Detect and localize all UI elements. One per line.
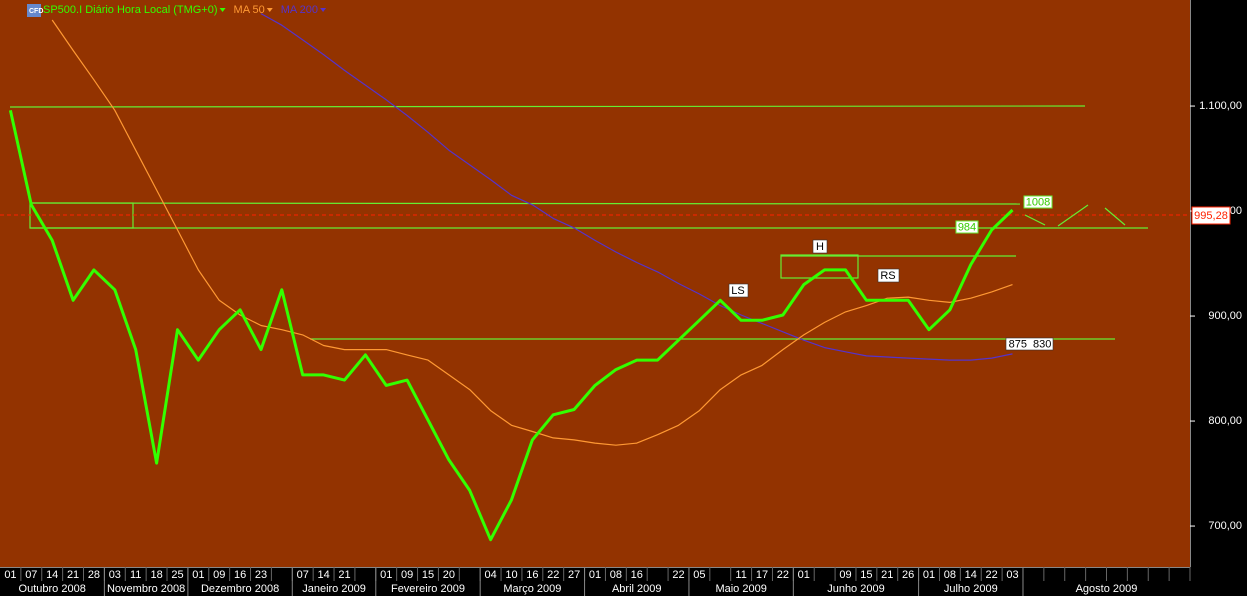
x-tick-label: 01 [192, 569, 204, 581]
x-tick-label: 16 [526, 569, 538, 581]
annotation-box [877, 268, 900, 283]
projection [1104, 207, 1126, 226]
x-tick-label: 17 [756, 569, 768, 581]
x-tick-label: 14 [46, 569, 58, 581]
annotation-box [1005, 337, 1054, 351]
legend-label: SP500.I Diário Hora Local (TMG+0) [43, 4, 218, 16]
y-tick-label: 900,00 [1208, 310, 1242, 322]
x-tick-label: 07 [25, 569, 37, 581]
x-tick-label: 18 [150, 569, 162, 581]
x-tick-label: 25 [171, 569, 183, 581]
month-label: Novembro 2008 [107, 583, 185, 595]
cfd-icon-text: CFD [29, 8, 43, 15]
annotation: LS [731, 285, 744, 297]
legend-arrow [219, 8, 226, 12]
trend-line [9, 105, 1086, 108]
y-tick-label: 700,00 [1208, 520, 1242, 532]
x-tick-label: 21 [881, 569, 893, 581]
x-tick-label: 01 [589, 569, 601, 581]
x-tick-label: 11 [735, 569, 746, 581]
y-tick-label: 1.100,00 [1199, 100, 1242, 112]
annotation-box [955, 220, 979, 234]
legend-label: MA 200 [281, 4, 318, 16]
projection [1057, 204, 1089, 227]
annotation-box [1023, 195, 1053, 209]
month-label: Julho 2009 [944, 583, 998, 595]
y-axis-area [1190, 0, 1247, 596]
plot-area [0, 0, 1190, 567]
x-tick-label: 05 [693, 569, 705, 581]
month-label: Janeiro 2009 [302, 583, 366, 595]
x-tick-label: 15 [422, 569, 434, 581]
legend-label: MA 50 [234, 4, 265, 16]
annotation: H [816, 241, 824, 253]
legend-arrow [266, 8, 273, 12]
x-tick-label: 08 [944, 569, 956, 581]
annotation-box [812, 239, 828, 254]
x-tick-label: 01 [4, 569, 16, 581]
x-tick-label: 01 [380, 569, 392, 581]
x-tick-label: 09 [213, 569, 225, 581]
month-label: Junho 2009 [827, 583, 885, 595]
x-tick-label: 01 [923, 569, 935, 581]
month-label: Abril 2009 [612, 583, 662, 595]
x-tick-label: 16 [631, 569, 643, 581]
x-tick-label: 01 [798, 569, 810, 581]
x-tick-label: 10 [505, 569, 517, 581]
x-axis: 01 07 14 21 28 03 11 18 25 01 09 16 23 07 14 21 01 09 15 20… [4, 567, 1191, 596]
x-tick-label: 08 [610, 569, 622, 581]
price-tag-label: 995,28 [1194, 210, 1228, 222]
x-tick-label: 20 [443, 569, 455, 581]
x-tick-label: 15 [860, 569, 872, 581]
annotation: RS [880, 270, 895, 282]
price-tag [1191, 206, 1231, 225]
annotation: 984 [958, 221, 976, 233]
x-tick-label: 22 [777, 569, 789, 581]
x-tick-label: 11 [130, 569, 141, 581]
projection [1024, 214, 1046, 226]
series-line [51, 19, 1013, 446]
series-layer [8, 13, 1014, 542]
x-tick-label: 09 [401, 569, 413, 581]
trend-line [29, 202, 1021, 205]
annotation: 1008 [1026, 196, 1050, 208]
x-tick-label: 23 [255, 569, 267, 581]
x-tick-label: 14 [965, 569, 977, 581]
x-axis-area [0, 567, 1247, 596]
x-tick-label: 03 [1006, 569, 1018, 581]
x-tick-label: 28 [88, 569, 100, 581]
x-tick-label: 26 [902, 569, 914, 581]
x-tick-label: 09 [839, 569, 851, 581]
y-tick-label: 800,00 [1208, 415, 1242, 427]
annotation-box [728, 283, 749, 298]
series-line [8, 109, 1014, 542]
month-label: Outubro 2008 [19, 583, 86, 595]
month-label: Março 2009 [503, 583, 561, 595]
x-tick-label: 22 [672, 569, 684, 581]
x-tick-label: 14 [317, 569, 329, 581]
x-tick-label: 16 [234, 569, 246, 581]
drawings [0, 105, 1190, 340]
x-tick-label: 22 [547, 569, 559, 581]
x-tick-label: 03 [109, 569, 121, 581]
x-tick-label: 21 [338, 569, 350, 581]
x-tick-label: 07 [297, 569, 309, 581]
legend: CFD SP500.I Diário Hora Local (TMG+0) MA … [27, 4, 327, 17]
month-label: Fevereiro 2009 [391, 583, 465, 595]
month-label: Dezembro 2008 [201, 583, 279, 595]
x-tick-label: 27 [568, 569, 580, 581]
cfd-icon [27, 4, 41, 17]
legend-arrow [320, 8, 327, 12]
month-label: Maio 2009 [715, 583, 766, 595]
x-tick-label: 22 [986, 569, 998, 581]
series-line [260, 13, 1013, 361]
month-label: Agosto 2009 [1076, 583, 1138, 595]
x-tick-label: 21 [67, 569, 79, 581]
pattern-box [780, 254, 859, 279]
annotation: 875 830 [1009, 338, 1052, 350]
x-tick-label: 04 [484, 569, 496, 581]
annotations: LS H RS 1008 984 875 830 [728, 195, 1054, 351]
